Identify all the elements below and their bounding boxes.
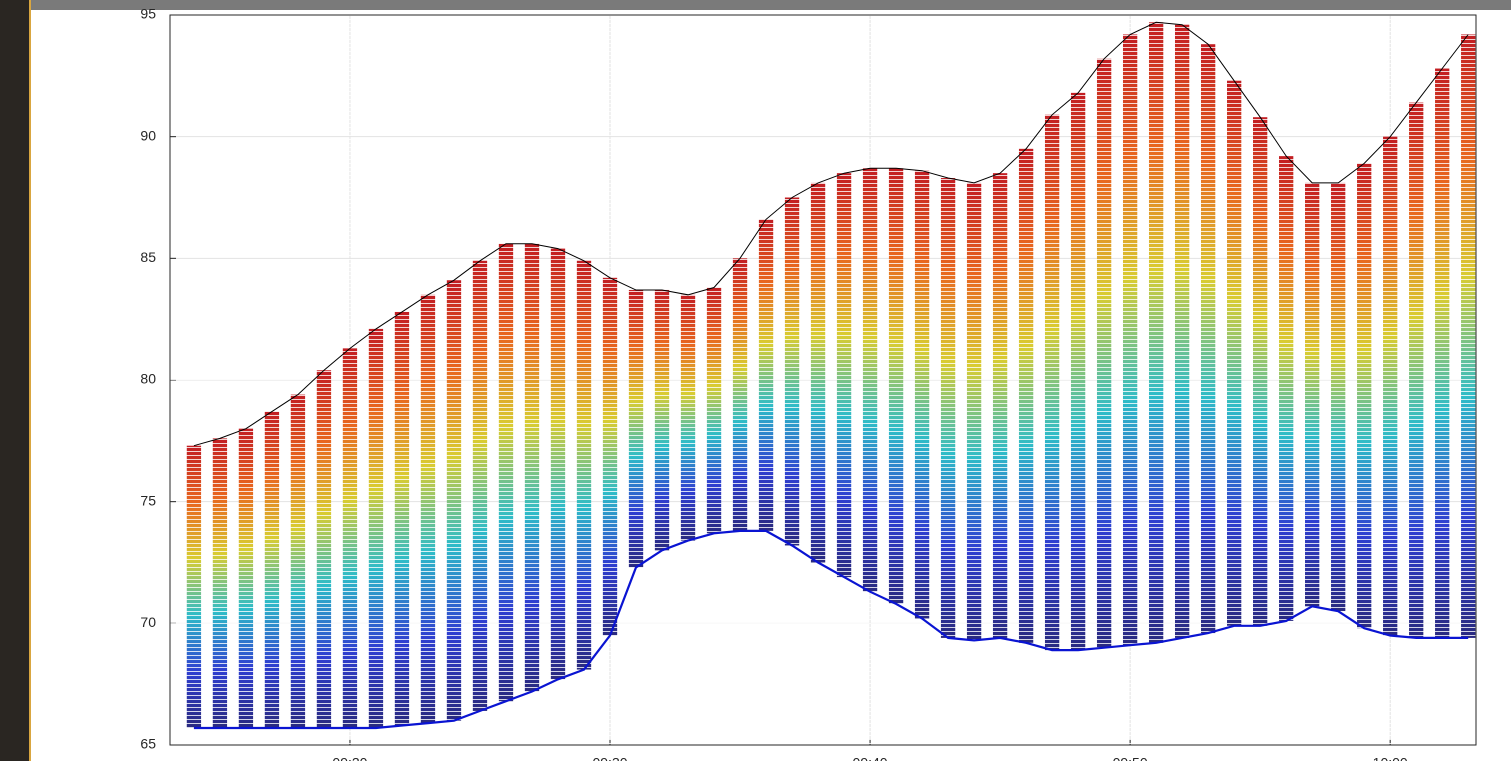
x-tick-label: 09:30 (592, 755, 627, 761)
dash-overlay (170, 15, 1476, 745)
y-tick-label: 85 (140, 249, 156, 265)
x-tick-label: 09:50 (1113, 755, 1148, 761)
x-tick-label: 09:20 (332, 755, 367, 761)
y-tick-label: 75 (140, 492, 156, 508)
y-tick-label: 90 (140, 127, 156, 143)
y-tick-label: 65 (140, 736, 156, 752)
x-tick-label: 10:00 (1373, 755, 1408, 761)
x-tick-label: 09:40 (853, 755, 888, 761)
chart: 65 70 75 80 85 90 95 09:20 09:30 09:40 09:50 10:00 (0, 0, 1511, 761)
y-tick-label: 80 (140, 371, 156, 387)
page: {"chart_data": {"type": "envelope-stripe… (0, 0, 1511, 761)
top-bar (0, 0, 1511, 10)
plot-area: 65 70 75 80 85 90 95 09:20 09:30 09:40 09:50 10:00 (140, 6, 1476, 761)
side-photo (0, 0, 31, 761)
y-tick-label: 70 (140, 614, 156, 630)
y-tick-label: 95 (140, 6, 156, 22)
